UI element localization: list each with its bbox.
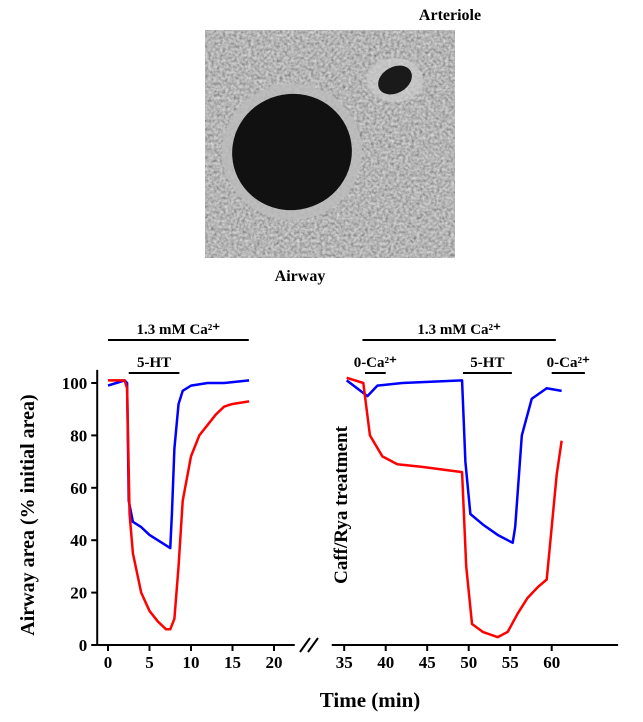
x-tick-label: 0	[104, 653, 113, 672]
x-tick-label: 45	[419, 653, 436, 672]
micrograph	[205, 30, 455, 258]
condition-label: 0-Ca²⁺	[354, 355, 397, 371]
axis-break	[299, 637, 319, 653]
x-tick-label: 5	[145, 653, 154, 672]
x-axis-label: Time (min)	[320, 688, 421, 712]
data-line	[107, 379, 250, 550]
data-line	[346, 376, 563, 639]
x-tick-label: 20	[266, 653, 283, 672]
side-label: Caff/Rya treatment	[331, 425, 352, 583]
condition-label: 1.3 mM Ca²⁺	[417, 322, 501, 338]
condition-label: 5-HT	[470, 355, 504, 371]
y-tick-label: 0	[79, 636, 88, 655]
y-tick-label: 100	[62, 374, 88, 393]
condition-label: 0-Ca²⁺	[547, 355, 590, 371]
image-label: Arteriole	[419, 7, 481, 24]
x-tick-label: 50	[460, 653, 477, 672]
x-tick-label: 40	[377, 653, 394, 672]
x-tick-label: 35	[336, 653, 353, 672]
y-tick-label: 20	[70, 584, 87, 603]
data-line	[108, 379, 250, 631]
x-tick-label: 15	[224, 653, 241, 672]
condition-label: 1.3 mM Ca²⁺	[137, 322, 221, 338]
image-label: Airway	[275, 268, 326, 285]
x-tick-label: 60	[543, 653, 560, 672]
y-axis-label: Airway area (% initial area)	[17, 394, 39, 635]
data-line	[345, 379, 562, 545]
y-tick-label: 40	[70, 531, 87, 550]
condition-label: 5-HT	[137, 355, 171, 371]
y-tick-label: 80	[70, 426, 87, 445]
x-tick-label: 10	[183, 653, 200, 672]
x-tick-label: 55	[502, 653, 519, 672]
y-tick-label: 60	[70, 479, 87, 498]
